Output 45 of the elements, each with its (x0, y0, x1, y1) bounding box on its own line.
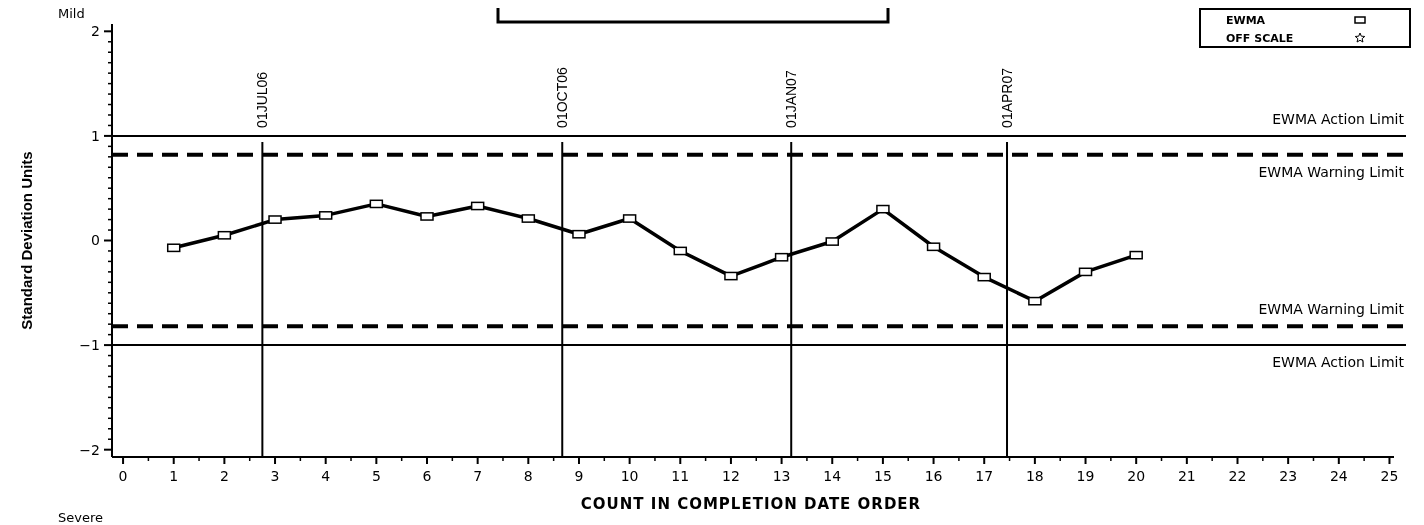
x-tick-label: 15 (873, 468, 892, 484)
x-tick-label: 10 (620, 468, 639, 484)
x-tick-label: 3 (270, 468, 280, 484)
x-tick-label: 1 (169, 468, 179, 484)
x-axis-title: COUNT IN COMPLETION DATE ORDER (580, 495, 922, 513)
ref-line-label: 01JUL06 (254, 71, 271, 128)
ref-line-label: EWMA Action Limit (1272, 110, 1405, 127)
x-tick-label: 4 (321, 468, 331, 484)
x-tick-label: 9 (574, 468, 584, 484)
y-axis-title: Standard Deviation Units (18, 151, 35, 330)
x-tick-label: 12 (722, 468, 740, 484)
x-tick-label: 21 (1177, 468, 1196, 484)
x-tick-label: 23 (1279, 468, 1298, 484)
x-tick-label: 11 (671, 468, 690, 484)
x-tick-label: 16 (924, 468, 943, 484)
x-tick-label: 14 (823, 468, 842, 484)
x-tick-label: 6 (422, 468, 432, 484)
ref-line-label: 01OCT06 (554, 67, 571, 128)
x-tick-label: 0 (118, 468, 128, 484)
ref-line-label: EWMA Warning Limit (1258, 163, 1405, 180)
x-tick-label: 20 (1127, 468, 1146, 484)
ref-line-label: EWMA Warning Limit (1258, 301, 1405, 318)
legend-label: OFF SCALE (1226, 32, 1294, 45)
y-tick-label: −2 (79, 441, 100, 458)
x-tick-label: 22 (1228, 468, 1247, 484)
ref-line-label: 01APR07 (999, 67, 1016, 128)
x-tick-label: 5 (371, 468, 381, 484)
x-tick-label: 13 (772, 468, 791, 484)
x-tick-label: 25 (1380, 468, 1399, 484)
y-tick-label: 2 (91, 23, 100, 40)
x-tick-label: 17 (975, 468, 994, 484)
y-tick-label: 1 (91, 127, 100, 144)
y-tick-label: −1 (79, 336, 100, 353)
ref-line-label: 01JAN07 (783, 70, 800, 128)
x-tick-label: 2 (219, 468, 229, 484)
ref-line-label: EWMA Action Limit (1272, 354, 1405, 371)
x-tick-label: 8 (523, 468, 533, 484)
x-tick-label: 19 (1076, 468, 1095, 484)
text: EWMA (1226, 14, 1266, 27)
text: Severe (58, 510, 103, 525)
text: Mild (58, 6, 85, 21)
x-tick-label: 18 (1025, 468, 1044, 484)
y-tick-label: 0 (91, 232, 100, 249)
x-tick-label: 24 (1329, 468, 1348, 484)
x-tick-label: 7 (473, 468, 483, 484)
